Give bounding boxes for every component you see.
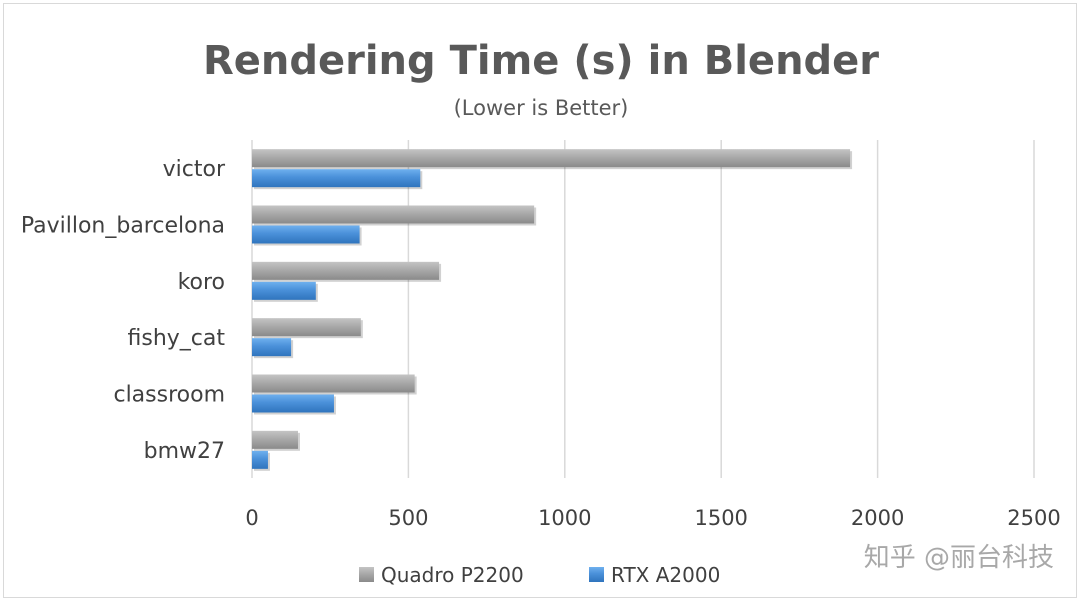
x-tick-label-2500: 2500 [1007,506,1060,530]
x-axis-tick-labels: 0 500 1000 1500 2000 2500 [245,506,1060,530]
bar-chart: Rendering Time (s) in Blender (Lower is … [21,38,1061,587]
gridlines [251,140,1035,478]
legend: Quadro P2200 RTX A2000 [359,563,720,587]
bar-quadro-p2200-pavillon-barcelona [252,205,535,224]
bar-rtx-a2000-fishy-cat [252,338,292,357]
bar-rtx-a2000-classroom [252,394,334,413]
bar-quadro-p2200-fishy-cat [252,318,361,337]
category-label-victor: victor [163,157,226,182]
bars [252,149,853,471]
x-tick-label-1500: 1500 [694,506,747,530]
bar-rtx-a2000-victor [252,169,421,188]
legend-label-quadro-p2200: Quadro P2200 [381,563,524,587]
legend-swatch-quadro-p2200 [359,567,374,582]
category-label-koro: koro [178,270,225,295]
category-label-pavillon-barcelona: Pavillon_barcelona [21,214,225,239]
category-label-classroom: classroom [113,383,225,408]
x-tick-label-500: 500 [388,506,428,530]
bar-rtx-a2000-bmw27 [252,450,268,469]
bar-quadro-p2200-bmw27 [252,430,298,449]
watermark: 知乎 @丽台科技 [864,543,1054,573]
x-tick-label-1000: 1000 [538,506,591,530]
category-label-bmw27: bmw27 [144,439,225,464]
bar-rtx-a2000-pavillon-barcelona [252,225,360,244]
legend-label-rtx-a2000: RTX A2000 [611,563,720,587]
bar-quadro-p2200-classroom [252,374,415,393]
bar-rtx-a2000-koro [252,281,316,300]
chart-frame: Rendering Time (s) in Blender (Lower is … [3,3,1077,598]
x-tick-label-0: 0 [245,506,258,530]
chart-subtitle: (Lower is Better) [454,96,629,120]
x-tick-label-2000: 2000 [851,506,904,530]
chart-title: Rendering Time (s) in Blender [203,38,879,84]
legend-swatch-rtx-a2000 [589,567,604,582]
category-label-fishy-cat: fishy_cat [128,326,226,351]
bar-quadro-p2200-victor [252,149,851,168]
bar-quadro-p2200-koro [252,261,440,280]
